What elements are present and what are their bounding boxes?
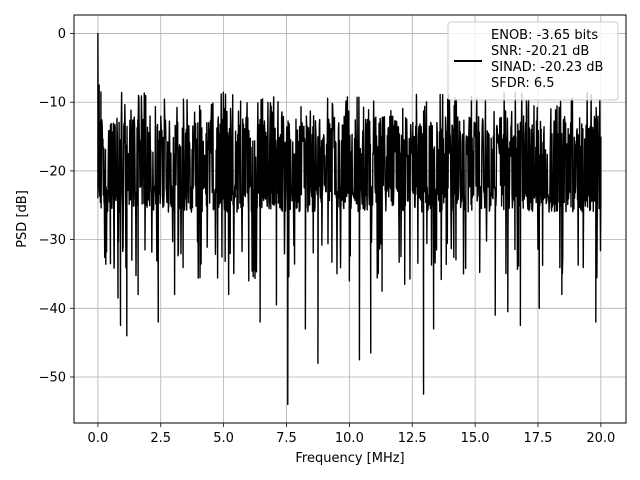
x-tick-label: 10.0 [335, 431, 364, 446]
plot-area [97, 32, 602, 406]
x-axis-label: Frequency [MHz] [295, 451, 404, 466]
legend: ENOB: -3.65 bits SNR: -20.21 dB SINAD: -20… [447, 21, 619, 101]
x-tick-label: 12.5 [398, 431, 427, 446]
y-tick-label: −10 [39, 96, 66, 111]
y-tick-label: −30 [39, 233, 66, 248]
legend-box [447, 21, 619, 101]
y-tick-label: −40 [39, 302, 66, 317]
x-tick-label: 7.5 [276, 431, 297, 446]
y-axis-label: PSD [dB] [15, 190, 30, 248]
axes-frame [73, 14, 627, 424]
y-tick-label: −20 [39, 164, 66, 179]
x-tick-label: 2.5 [150, 431, 171, 446]
psd-line [97, 32, 602, 406]
x-tick-label: 15.0 [461, 431, 490, 446]
x-tick-label: 0.0 [88, 431, 109, 446]
ticks: 0.0 2.5 5.0 7.5 10.0 12.5 15.0 17.5 20.0 0 −10 −20 −… [39, 27, 616, 446]
x-tick-label: 5.0 [213, 431, 234, 446]
y-tick-label: −50 [39, 370, 66, 385]
y-tick-label: 0 [58, 27, 66, 42]
x-tick-label: 20.0 [586, 431, 615, 446]
legend-label: ENOB: -3.65 bits SNR: -20.21 dB SINAD: -20… [491, 28, 603, 91]
x-tick-label: 17.5 [524, 431, 553, 446]
